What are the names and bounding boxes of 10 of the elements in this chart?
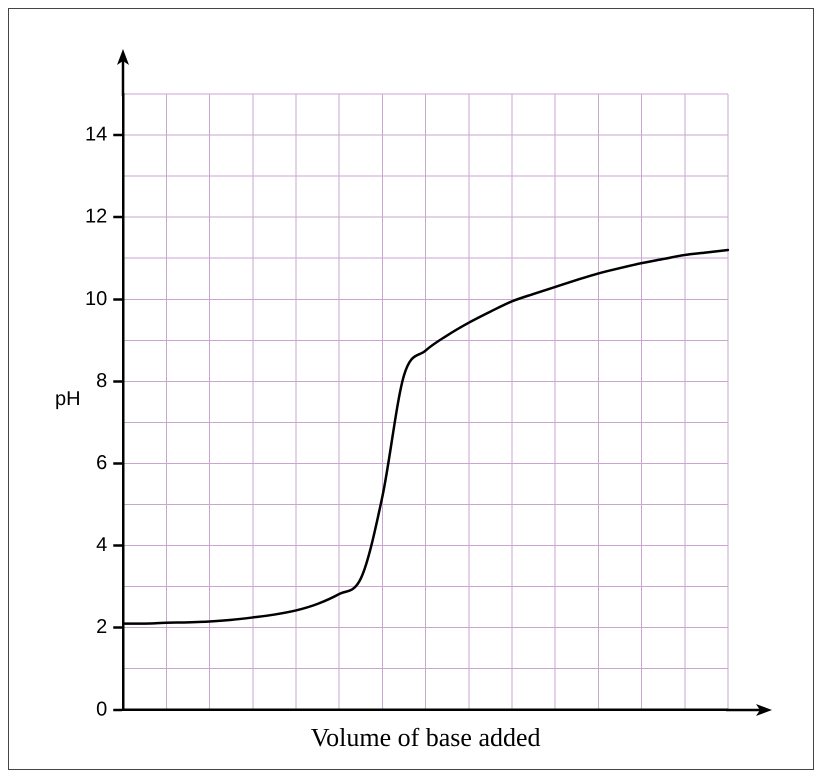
y-tick-label: 8 <box>96 370 108 392</box>
y-tick-label: 4 <box>96 534 108 556</box>
y-tick-label: 10 <box>84 288 108 310</box>
y-tick-label: 6 <box>96 452 108 474</box>
y-tick-label: 2 <box>96 616 108 638</box>
y-tick-label: 0 <box>96 698 108 720</box>
x-axis-title: Volume of base added <box>310 723 541 752</box>
y-axis-title: pH <box>55 388 81 411</box>
y-tick-label: 14 <box>84 124 108 146</box>
y-tick-label: 12 <box>84 206 108 228</box>
